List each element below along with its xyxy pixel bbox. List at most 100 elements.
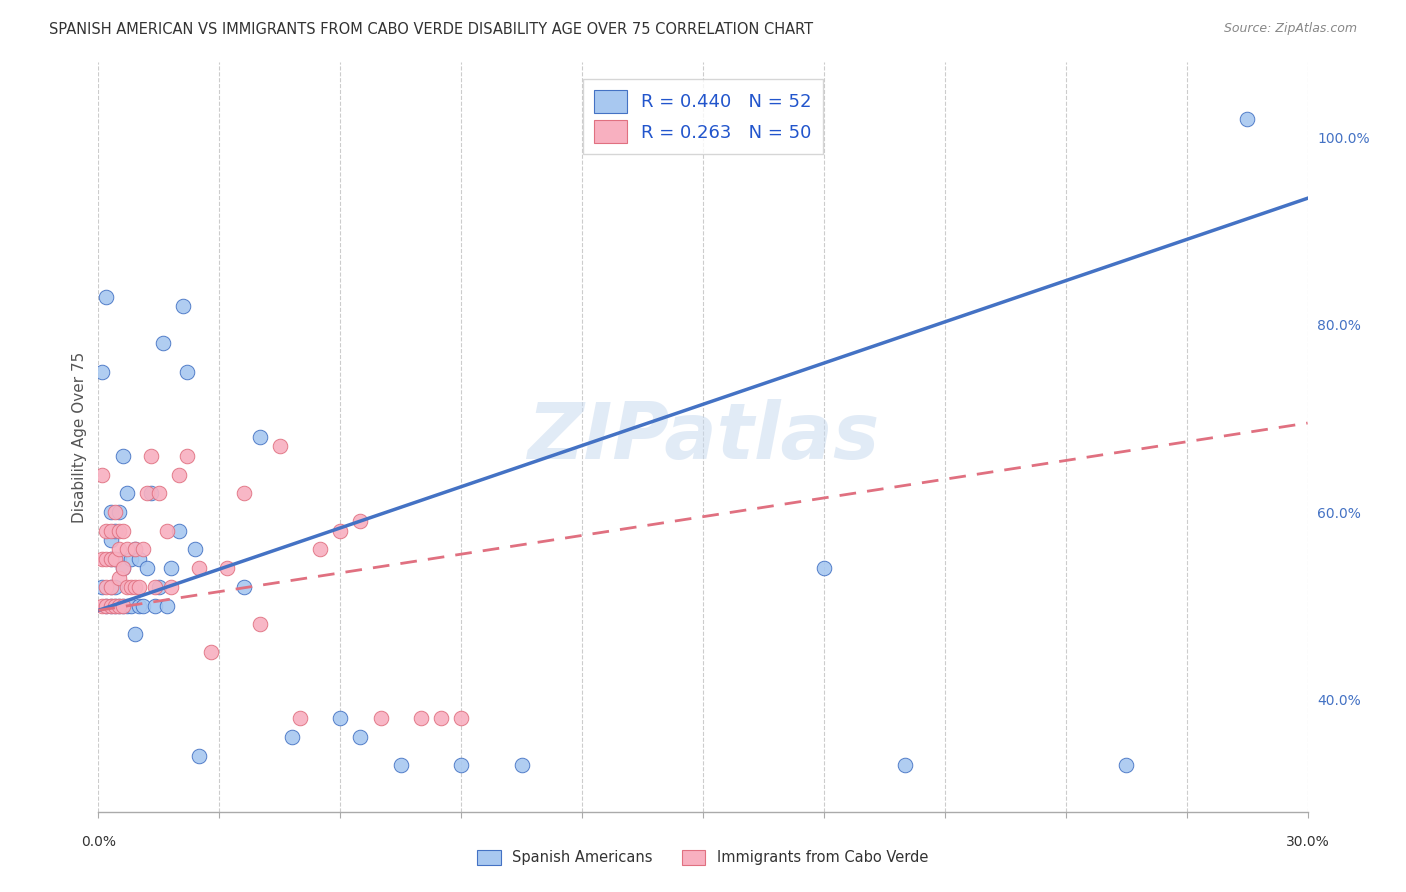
Point xyxy=(103,580,125,594)
Point xyxy=(409,711,432,725)
Legend: R = 0.440   N = 52, R = 0.263   N = 50: R = 0.440 N = 52, R = 0.263 N = 50 xyxy=(583,79,823,154)
Point xyxy=(115,580,138,594)
Point xyxy=(124,580,146,594)
Point xyxy=(91,365,114,379)
Point xyxy=(329,524,352,538)
Point xyxy=(107,599,129,613)
Point xyxy=(115,486,138,500)
Point xyxy=(128,551,150,566)
Point xyxy=(249,430,271,444)
Point xyxy=(152,336,174,351)
Text: Source: ZipAtlas.com: Source: ZipAtlas.com xyxy=(1223,22,1357,36)
Point xyxy=(249,617,271,632)
Point xyxy=(288,711,311,725)
Point xyxy=(107,542,129,557)
Point xyxy=(167,467,190,482)
Point xyxy=(96,524,118,538)
Point xyxy=(172,299,194,313)
Point xyxy=(281,730,304,744)
Point xyxy=(96,289,118,303)
Point xyxy=(111,449,134,463)
Point xyxy=(91,467,114,482)
Point xyxy=(450,711,472,725)
Point xyxy=(96,551,118,566)
Point xyxy=(148,580,170,594)
Point xyxy=(160,561,183,575)
Point xyxy=(139,486,162,500)
Point xyxy=(107,505,129,519)
Point xyxy=(100,551,122,566)
Point xyxy=(96,599,118,613)
Point xyxy=(1115,758,1137,772)
Point xyxy=(450,758,472,772)
Point xyxy=(813,561,835,575)
Point xyxy=(156,524,179,538)
Point xyxy=(135,486,157,500)
Point xyxy=(132,542,155,557)
Point xyxy=(111,561,134,575)
Point xyxy=(176,365,198,379)
Point xyxy=(115,542,138,557)
Point xyxy=(128,580,150,594)
Point xyxy=(217,561,239,575)
Point xyxy=(139,449,162,463)
Point xyxy=(349,514,371,528)
Point xyxy=(100,533,122,547)
Point xyxy=(1236,112,1258,126)
Point xyxy=(200,646,222,660)
Point xyxy=(100,524,122,538)
Point xyxy=(176,449,198,463)
Point xyxy=(124,542,146,557)
Point xyxy=(91,551,114,566)
Point xyxy=(309,542,332,557)
Point xyxy=(100,580,122,594)
Point xyxy=(107,524,129,538)
Point xyxy=(188,748,211,763)
Point xyxy=(96,599,118,613)
Point xyxy=(107,571,129,585)
Point xyxy=(124,626,146,640)
Point xyxy=(510,758,533,772)
Point xyxy=(103,524,125,538)
Point xyxy=(111,599,134,613)
Point xyxy=(103,551,125,566)
Point xyxy=(148,486,170,500)
Point xyxy=(132,599,155,613)
Point xyxy=(329,711,352,725)
Point xyxy=(100,580,122,594)
Text: ZIPatlas: ZIPatlas xyxy=(527,399,879,475)
Point xyxy=(103,599,125,613)
Point xyxy=(128,599,150,613)
Point xyxy=(389,758,412,772)
Point xyxy=(91,599,114,613)
Y-axis label: Disability Age Over 75: Disability Age Over 75 xyxy=(72,351,87,523)
Point xyxy=(120,551,142,566)
Point xyxy=(370,711,392,725)
Point xyxy=(120,599,142,613)
Point xyxy=(96,580,118,594)
Point xyxy=(100,551,122,566)
Text: 0.0%: 0.0% xyxy=(82,835,115,849)
Point xyxy=(135,561,157,575)
Point xyxy=(111,561,134,575)
Point xyxy=(184,542,207,557)
Point xyxy=(91,580,114,594)
Point xyxy=(893,758,915,772)
Point xyxy=(120,580,142,594)
Point xyxy=(143,580,166,594)
Text: SPANISH AMERICAN VS IMMIGRANTS FROM CABO VERDE DISABILITY AGE OVER 75 CORRELATIO: SPANISH AMERICAN VS IMMIGRANTS FROM CABO… xyxy=(49,22,813,37)
Point xyxy=(167,524,190,538)
Point xyxy=(111,524,134,538)
Point xyxy=(107,551,129,566)
Point xyxy=(107,599,129,613)
Point xyxy=(100,599,122,613)
Point xyxy=(100,505,122,519)
Point xyxy=(103,505,125,519)
Text: 30.0%: 30.0% xyxy=(1285,835,1330,849)
Legend: Spanish Americans, Immigrants from Cabo Verde: Spanish Americans, Immigrants from Cabo … xyxy=(471,844,935,871)
Point xyxy=(188,561,211,575)
Point xyxy=(124,542,146,557)
Point xyxy=(100,599,122,613)
Point xyxy=(160,580,183,594)
Point xyxy=(156,599,179,613)
